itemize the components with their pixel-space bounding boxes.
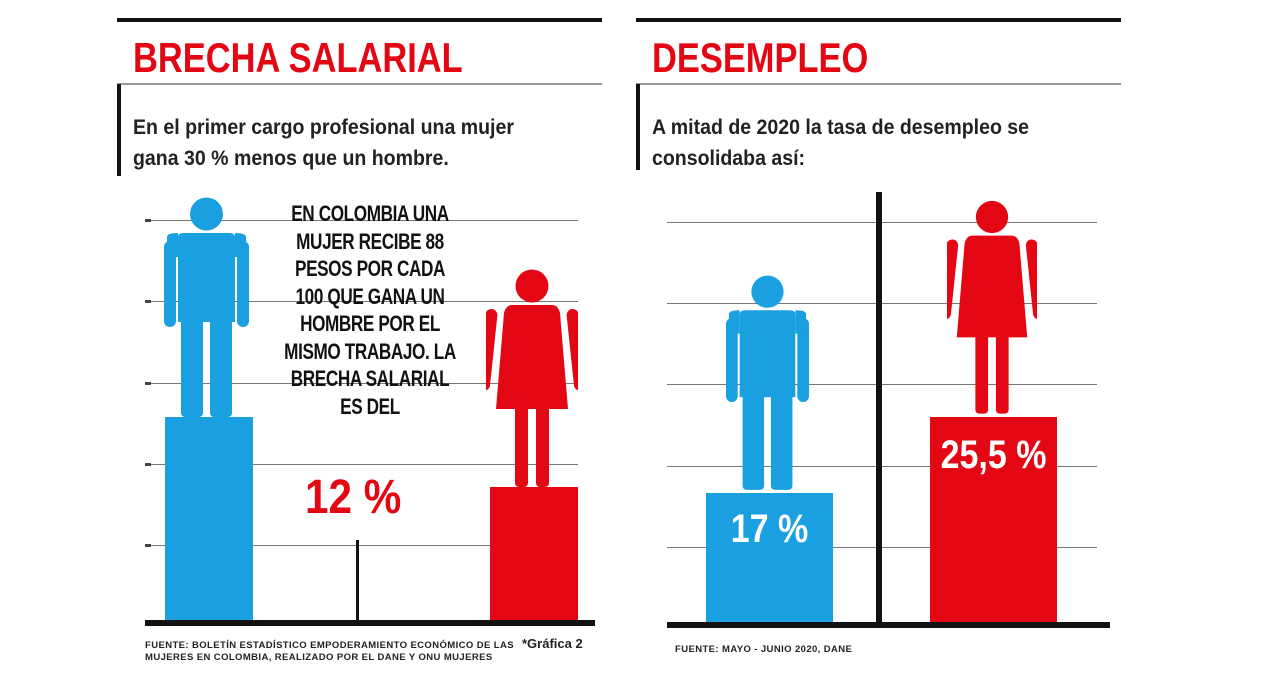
right-title-rule [636, 83, 1121, 85]
gridline [145, 383, 578, 384]
gridline [667, 384, 1097, 385]
baseline [145, 620, 595, 626]
men-bar [165, 417, 253, 620]
axis-tick [145, 300, 151, 303]
axis-tick [145, 544, 151, 547]
gridline [145, 301, 578, 302]
gridline [145, 464, 578, 465]
left-subtitle-2: gana 30 % menos que un hombre. [133, 147, 449, 170]
right-title: DESEMPLEO [652, 34, 869, 81]
left-subtitle-1: En el primer cargo profesional una mujer [133, 116, 514, 139]
wage-gap-value: 12 % [305, 471, 402, 524]
man-figure-icon [163, 197, 249, 418]
left-accent-bar [117, 84, 121, 176]
women-value-label: 25,5 % [940, 433, 1047, 478]
gridline [145, 545, 578, 546]
gridline [667, 303, 1097, 304]
men-value-label: 17 % [730, 507, 809, 552]
gridline [667, 222, 1097, 223]
left-title-rule [117, 83, 602, 85]
axis-tick [145, 463, 151, 466]
woman-figure-icon [938, 197, 1045, 417]
left-top-rule [117, 18, 602, 22]
women-bar [930, 417, 1057, 622]
women-bar [490, 486, 578, 620]
wage-gap-chart [145, 197, 595, 626]
axis-tick [145, 219, 151, 222]
right-top-rule [636, 18, 1121, 22]
man-figure-icon [726, 272, 809, 493]
woman-figure-icon [478, 269, 586, 487]
right-source: FUENTE: MAYO - JUNIO 2020, DANE [675, 644, 853, 655]
unemployment-chart: 17 % 25,5 % [667, 192, 1110, 628]
left-title: BRECHA SALARIAL [133, 34, 463, 81]
gap-marker-line [356, 540, 359, 622]
right-subtitle-1: A mitad de 2020 la tasa de desempleo se [652, 116, 1030, 139]
baseline [667, 622, 1110, 628]
gridline [667, 547, 1097, 548]
left-source-1: FUENTE: BOLETÍN ESTADÍSTICO EMPODERAMIEN… [145, 640, 514, 651]
axis-tick [145, 382, 151, 385]
right-subtitle-2: consolidaba así: [652, 147, 806, 170]
wage-gap-callout: EN COLOMBIA UNA MUJER RECIBE 88 PESOS PO… [284, 201, 456, 419]
right-accent-bar [636, 84, 640, 170]
chart-note: *Gráfica 2 [522, 636, 583, 651]
gridline [667, 466, 1097, 467]
men-bar [706, 493, 833, 622]
left-source-2: MUJERES EN COLOMBIA, REALIZADO POR EL DA… [145, 652, 493, 663]
gridline [145, 220, 578, 221]
center-axis [876, 192, 882, 622]
